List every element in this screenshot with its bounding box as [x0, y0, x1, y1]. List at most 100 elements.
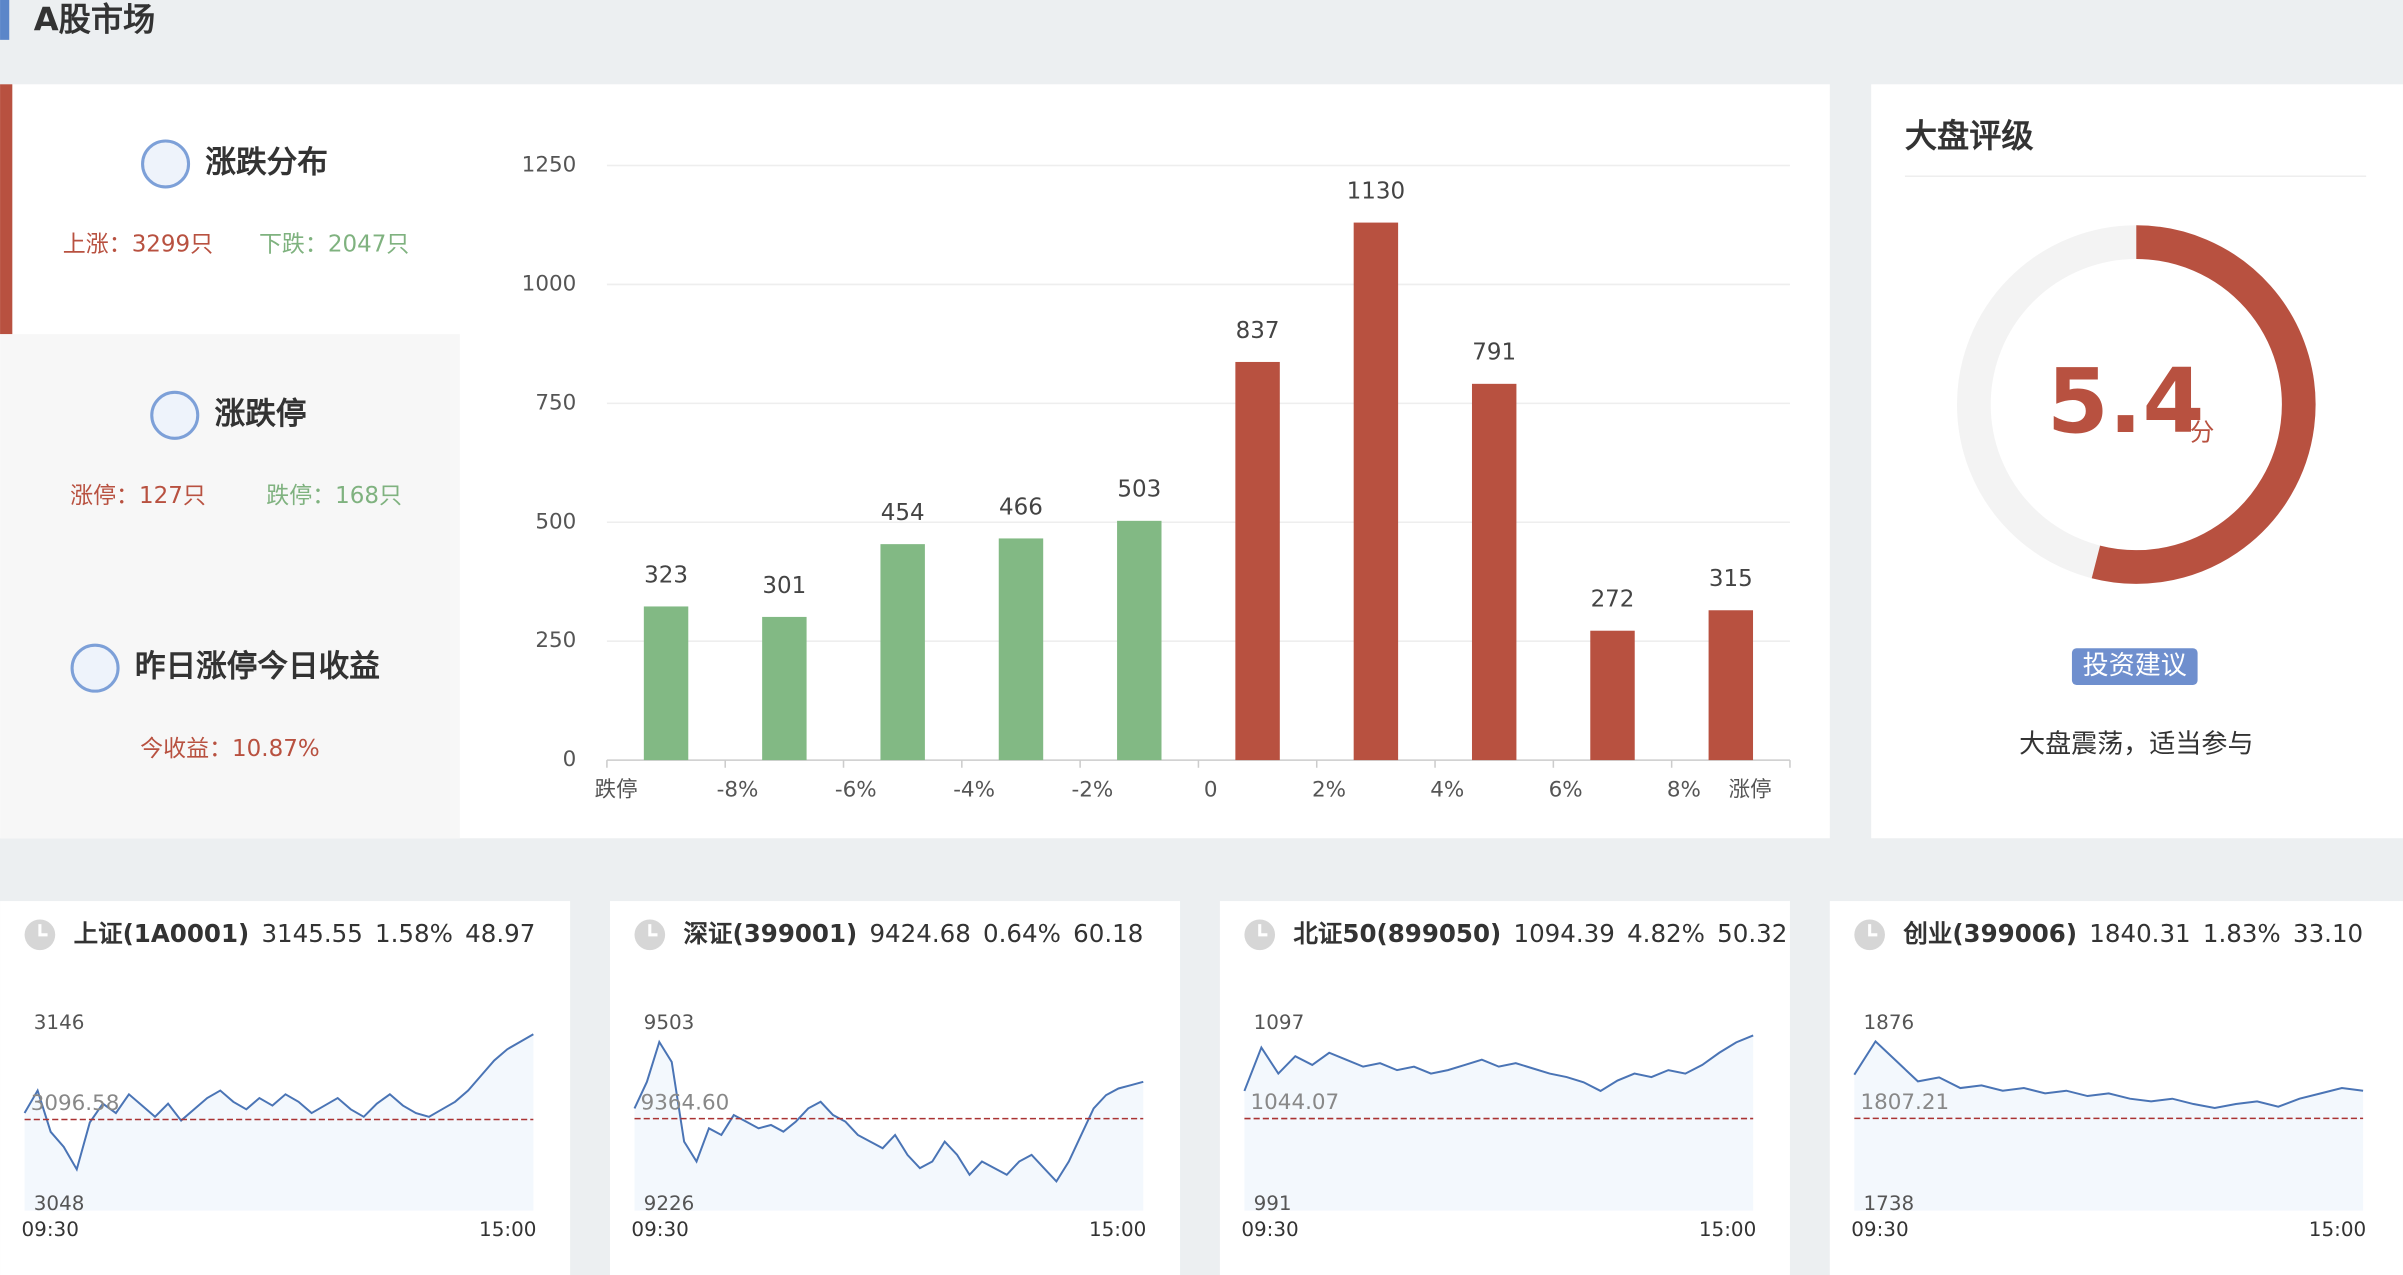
index-title: 上证(1A0001): [74, 919, 250, 948]
summary-item: 上涨：3299只: [63, 232, 213, 258]
x-tick-label: 2%: [1312, 778, 1346, 803]
clock-hands: [648, 924, 658, 937]
x-tick-label: 4%: [1430, 778, 1464, 803]
y-tick-label: 3048: [34, 1192, 85, 1215]
x-tick-label: -2%: [1072, 778, 1114, 803]
baseline-label: 1044.07: [1251, 1090, 1340, 1115]
index-stat: 3145.55: [261, 919, 362, 948]
bar: [1235, 361, 1280, 761]
clock-hands: [38, 924, 48, 937]
line-area: [1244, 1035, 1754, 1211]
bar: [1708, 610, 1754, 761]
line: [23, 1033, 534, 1172]
line-area: [24, 1034, 534, 1211]
index-title: 北证50(899050): [1293, 919, 1501, 948]
bar: [998, 538, 1044, 761]
index-stat: 50.32: [1717, 919, 1787, 948]
rating-panel: [1871, 84, 2403, 839]
line: [1243, 1034, 1754, 1093]
bar-value-label: 272: [1591, 587, 1635, 613]
summary-item: 下跌：2047只: [259, 232, 409, 258]
index-stat: 0.64%: [983, 919, 1061, 948]
index-panel: [609, 901, 1181, 1275]
y-tick-label: 1097: [1254, 1011, 1305, 1034]
line: [633, 1039, 1144, 1184]
advice-button: [2071, 648, 2198, 686]
x-tick-label: 09:30: [1851, 1218, 1908, 1241]
header-title: A股市场: [34, 0, 155, 38]
x-tick-label: 09:30: [22, 1218, 79, 1241]
header-accent: [0, 0, 10, 40]
bar: [1117, 520, 1162, 761]
bar-value-label: 323: [644, 562, 688, 588]
line: [1853, 1039, 2364, 1110]
x-tick-label: 涨停: [1729, 778, 1772, 803]
index-stat: 9424.68: [869, 919, 970, 948]
x-tick-label: -4%: [953, 778, 995, 803]
summary-title: 涨跌停: [215, 397, 307, 432]
summary-icon: [70, 643, 120, 693]
bar-value-label: 454: [881, 500, 925, 526]
baseline-label: 1807.21: [1860, 1090, 1949, 1115]
x-tick-label: -6%: [835, 778, 877, 803]
x-tick-label: -8%: [717, 778, 759, 803]
x-tick-label: 09:30: [1241, 1218, 1298, 1241]
gauge-value: 5.4: [2047, 349, 2204, 453]
summary-item: 今收益：10.87%: [140, 736, 319, 762]
bar-value-label: 315: [1709, 566, 1753, 592]
bar: [880, 544, 925, 761]
y-tick-label: 1250: [522, 153, 577, 178]
bar-value-label: 503: [1117, 477, 1161, 503]
baseline-label: 3096.58: [31, 1091, 120, 1116]
bar-value-label: 837: [1236, 318, 1280, 344]
index-stat: 60.18: [1073, 919, 1143, 948]
line-area: [1854, 1041, 2364, 1211]
x-tick-label: 15:00: [1089, 1218, 1146, 1241]
bar: [1590, 630, 1635, 761]
index-stat: 1840.31: [2089, 919, 2190, 948]
summary-icon: [141, 139, 191, 189]
active-marker: [0, 84, 13, 335]
y-tick-label: 0: [563, 747, 577, 772]
index-stat: 48.97: [465, 919, 535, 948]
x-tick-label: 0: [1204, 778, 1218, 803]
index-stat: 1.83%: [2203, 919, 2281, 948]
x-tick-label: 跌停: [595, 778, 638, 803]
gauge-arc: [2091, 225, 2316, 584]
clock-hands: [1258, 924, 1268, 937]
summary-item: 涨停：127只: [70, 483, 206, 509]
y-tick-label: 1876: [1864, 1011, 1915, 1034]
index-title: 深证(399001): [684, 919, 858, 948]
summary-item: 跌停：168只: [266, 483, 402, 509]
bar: [762, 616, 807, 761]
index-stat: 1.58%: [375, 919, 453, 948]
bar: [643, 606, 689, 761]
advice-comment: 大盘震荡，适当参与: [2019, 729, 2253, 759]
bar-value-label: 301: [762, 573, 806, 599]
y-tick-label: 991: [1254, 1192, 1292, 1215]
x-tick-label: 8%: [1667, 778, 1701, 803]
x-tick-label: 6%: [1549, 778, 1583, 803]
y-tick-label: 1000: [522, 271, 577, 296]
y-tick-label: 750: [535, 390, 576, 415]
summary-background: [0, 334, 460, 839]
x-tick-label: 09:30: [631, 1218, 688, 1241]
y-tick-label: 500: [535, 509, 576, 534]
rating-title: 大盘评级: [1905, 117, 2035, 155]
bar-value-label: 791: [1472, 340, 1516, 366]
y-tick-label: 9503: [644, 1011, 695, 1034]
bar: [1353, 222, 1399, 761]
bar-value-label: 466: [999, 494, 1043, 520]
x-tick-label: 15:00: [479, 1218, 536, 1241]
y-tick-label: 250: [535, 628, 576, 653]
index-title: 创业(399006): [1902, 919, 2077, 948]
summary-title: 涨跌分布: [205, 145, 328, 180]
y-tick-label: 1738: [1864, 1192, 1915, 1215]
index-stat: 33.10: [2293, 919, 2363, 948]
index-stat: 4.82%: [1627, 919, 1705, 948]
gauge-unit: 分: [2190, 418, 2215, 447]
clock-hands: [1868, 924, 1878, 937]
bar-value-label: 1130: [1347, 178, 1405, 204]
